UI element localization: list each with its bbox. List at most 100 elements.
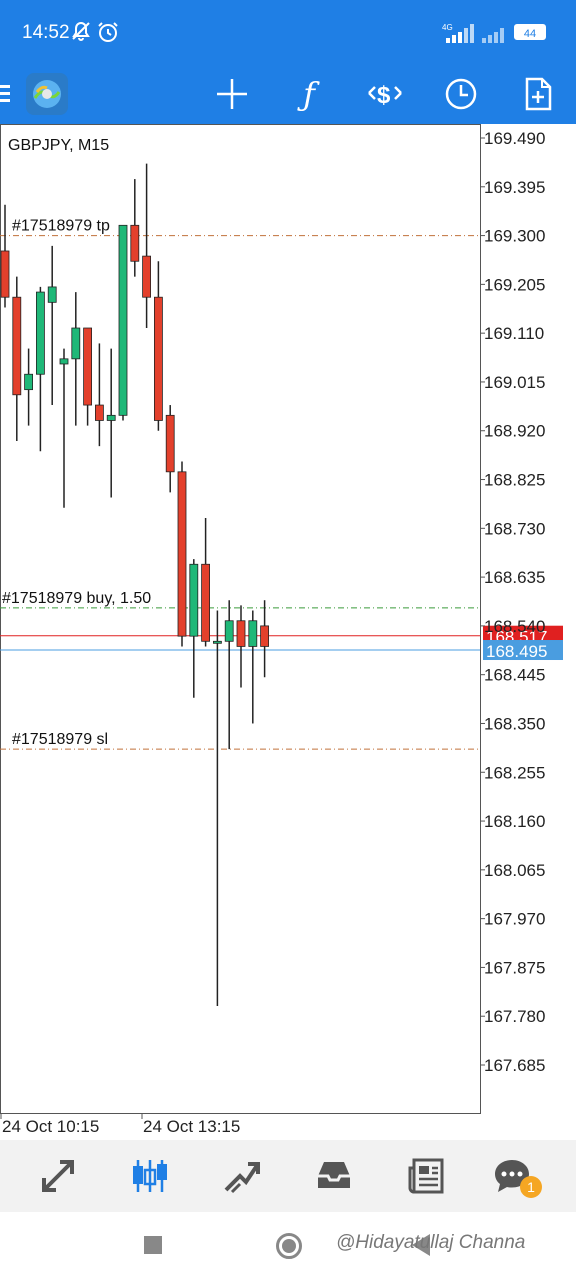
status-bar: 14:52 4G 44 [0, 0, 576, 64]
candle [12, 276, 22, 442]
candle [24, 348, 34, 426]
trade-icon[interactable] [212, 1152, 272, 1200]
candle-body-bear [0, 250, 10, 298]
candle [36, 286, 45, 452]
bottom-nav: 1 [0, 1140, 576, 1212]
candle [106, 348, 116, 498]
candle [212, 610, 222, 1006]
candle [224, 600, 234, 750]
price-axis-label: 168.635 [484, 568, 545, 587]
candle-body-bull [224, 620, 234, 642]
candle-body-bear [177, 471, 187, 637]
candle [236, 605, 246, 688]
ask-price-label: 168.495 [486, 642, 547, 661]
level-sl-label: #17518979 sl [12, 731, 108, 748]
candle-body-bear [260, 625, 270, 647]
chart-icon[interactable] [120, 1152, 180, 1200]
candle [83, 327, 92, 426]
battery-icon: 44 [514, 24, 546, 42]
history-icon[interactable] [304, 1152, 364, 1200]
price-axis-label: 168.255 [484, 763, 545, 782]
price-axis-label: 169.015 [484, 373, 545, 392]
price-axis-label: 168.445 [484, 666, 545, 685]
price-axis-label: 168.350 [484, 714, 545, 733]
candle [71, 292, 81, 426]
candle-body-bear [201, 563, 211, 642]
symbols-icon[interactable]: $ [362, 72, 408, 116]
candle [153, 261, 163, 431]
price-axis-label: 169.490 [484, 129, 545, 148]
price-axis-label: 167.780 [484, 1007, 545, 1026]
candle-body-bear [165, 414, 175, 473]
chart-frame [0, 124, 481, 1114]
top-toolbar: ƒ $ [0, 64, 576, 124]
candle-body-bull [71, 327, 81, 360]
news-icon[interactable] [396, 1152, 456, 1200]
back-icon[interactable] [412, 1234, 430, 1256]
level-tp-label: #17518979 tp [12, 218, 110, 235]
svg-text:4G: 4G [442, 23, 453, 32]
ask-price-box [483, 640, 563, 661]
timeframe-icon[interactable] [438, 72, 484, 116]
candle [248, 610, 258, 724]
time-axis-label: 24 Oct 10:15 [2, 1117, 99, 1136]
price-axis-label: 167.685 [484, 1056, 545, 1075]
price-chart[interactable]: #17518979 tp #17518979 buy, 1.50 #17518979… [0, 124, 576, 1140]
candle-body-bull [189, 563, 199, 637]
candle-body-bear [236, 620, 246, 647]
candle-body-bear [153, 296, 163, 421]
crosshair-icon[interactable] [209, 72, 255, 116]
price-axis-label: 168.825 [484, 471, 545, 490]
candle [260, 600, 270, 678]
bell-off-icon [70, 20, 92, 47]
price-axis-label: 168.160 [484, 812, 545, 831]
candle [165, 405, 175, 493]
candle [59, 348, 69, 508]
candle [142, 163, 152, 329]
new-order-icon[interactable] [515, 72, 561, 116]
metatrader-logo-icon[interactable] [24, 72, 70, 116]
candle-body-bull [118, 224, 128, 416]
price-axis-label: 169.300 [484, 227, 545, 246]
chart-canvas[interactable]: #17518979 tp #17518979 buy, 1.50 #17518979… [0, 124, 576, 1140]
price-axis-label: 169.205 [484, 275, 545, 294]
price-axis-label: 169.110 [484, 324, 544, 343]
price-axis-label: 167.970 [484, 910, 545, 929]
price-axis-label: 168.920 [484, 422, 545, 441]
system-nav [0, 1212, 576, 1280]
menu-icon[interactable] [0, 72, 18, 116]
candle [177, 461, 187, 647]
chat-icon[interactable]: 1 [478, 1152, 546, 1200]
price-axis-label: 168.065 [484, 861, 545, 880]
candle [201, 518, 211, 647]
chat-badge: 1 [520, 1176, 542, 1198]
candle-body-bear [12, 296, 22, 396]
candle-body-bull [106, 414, 116, 421]
recents-icon[interactable] [144, 1236, 162, 1254]
candle-body-bull [36, 291, 45, 375]
svg-text:$: $ [377, 82, 391, 109]
signal-icon [480, 22, 508, 49]
watermark: @Hidayatullaj Channa [336, 1232, 526, 1253]
candle-body-bull [212, 640, 222, 644]
candle [130, 179, 140, 277]
level-entry-label: #17518979 buy, 1.50 [2, 590, 151, 607]
candle [189, 559, 199, 698]
home-icon[interactable] [276, 1233, 302, 1259]
battery-level: 44 [514, 24, 546, 40]
candle-body-bear [83, 327, 92, 406]
indicators-icon[interactable]: ƒ [303, 75, 315, 113]
signal-4g-icon: 4G [440, 22, 476, 49]
symbol-label: GBPJPY, M15 [8, 137, 109, 154]
candle-body-bear [95, 404, 104, 421]
candle-body-bear [130, 224, 140, 262]
candle [0, 204, 10, 308]
alarm-icon [96, 20, 120, 49]
candle-body-bull [248, 620, 258, 647]
price-axis-label: 167.875 [484, 958, 545, 977]
price-axis-label: 169.395 [484, 178, 545, 197]
quotes-icon[interactable] [28, 1152, 88, 1200]
price-axis-label: 168.730 [484, 519, 545, 538]
candle-body-bull [59, 358, 69, 365]
price-axis-label: 168.540 [484, 617, 545, 636]
